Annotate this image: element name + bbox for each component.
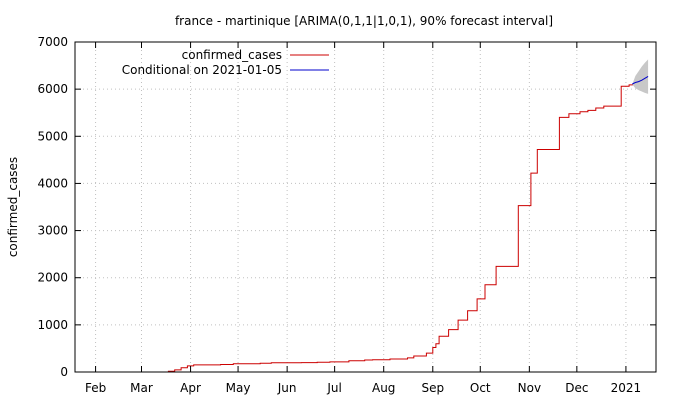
x-tick-label: Jul	[326, 381, 341, 395]
grid	[75, 42, 656, 372]
y-tick-label: 2000	[37, 271, 68, 285]
y-tick-label: 0	[60, 365, 68, 379]
series-line-conditional-on-2021-01-05	[632, 75, 649, 85]
y-tick-label: 1000	[37, 318, 68, 332]
y-tick-label: 3000	[37, 224, 68, 238]
x-tick-label: Mar	[130, 381, 153, 395]
x-tick-label: Sep	[421, 381, 444, 395]
y-tick-label: 5000	[37, 129, 68, 143]
series-line-confirmed-cases	[75, 84, 633, 373]
chart-title: france - martinique [ARIMA(0,1,1|1,0,1),…	[175, 14, 553, 28]
legend-label: confirmed_cases	[182, 48, 282, 62]
legend-label: Conditional on 2021-01-05	[122, 63, 282, 77]
y-axis-label: confirmed_cases	[6, 157, 20, 257]
y-tick-label: 4000	[37, 176, 68, 190]
forecast-interval-band	[632, 59, 649, 94]
y-tick-label: 6000	[37, 82, 68, 96]
series-layer	[75, 75, 649, 373]
x-tick-label: May	[226, 381, 251, 395]
x-tick-label: Oct	[470, 381, 491, 395]
x-tick-label: Feb	[85, 381, 106, 395]
x-tick-label: 2021	[611, 381, 642, 395]
x-tick-label: Aug	[372, 381, 395, 395]
y-tick-label: 7000	[37, 35, 68, 49]
x-tick-label: Nov	[518, 381, 541, 395]
plot-border	[74, 41, 657, 373]
ticks: 0 1000 2000 3000 4000 5000 6000 7000 Feb Mar Apr Ma…	[37, 35, 656, 395]
x-tick-label: Apr	[180, 381, 201, 395]
forecast-interval-band-layer	[632, 59, 649, 94]
x-tick-label: Jun	[277, 381, 297, 395]
x-tick-label: Dec	[565, 381, 588, 395]
